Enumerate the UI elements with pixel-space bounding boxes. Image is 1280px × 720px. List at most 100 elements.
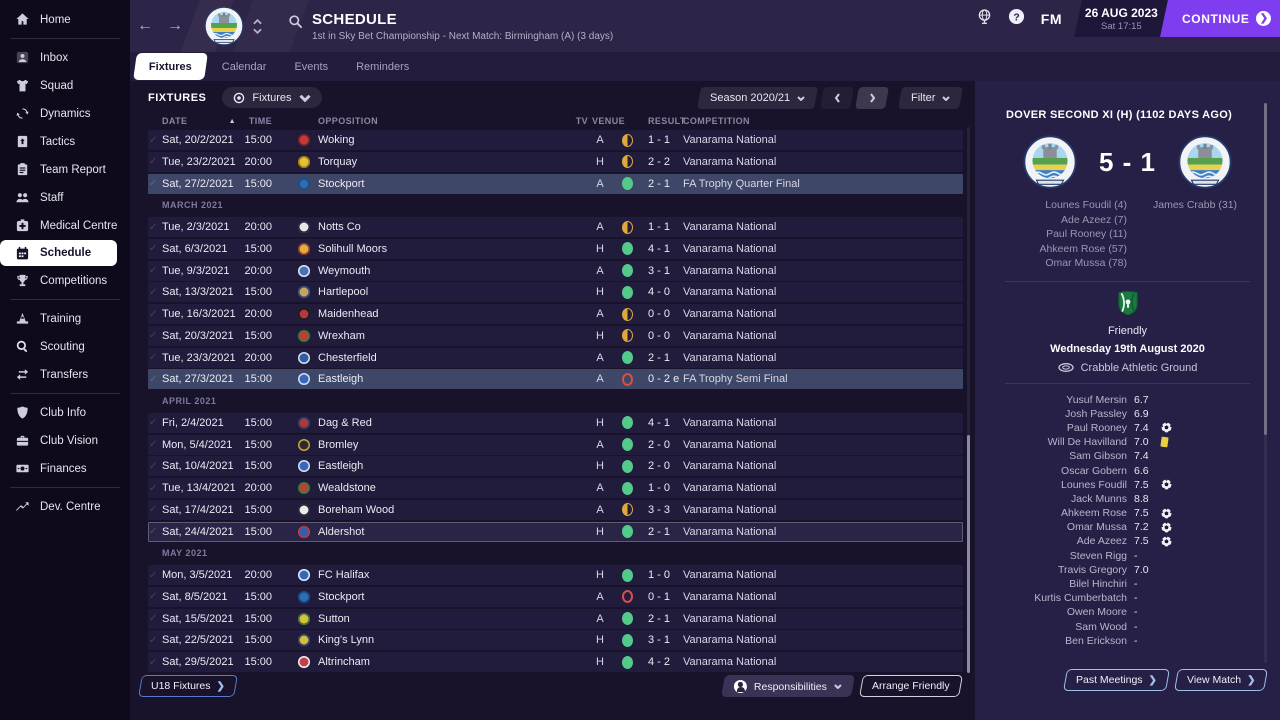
player-rating-row[interactable]: Will De Havilland 7.0 — [975, 435, 1280, 449]
view-dropdown[interactable]: Fixtures — [222, 87, 322, 108]
fixture-row[interactable]: ✓ Tue, 13/4/2021 20:00 Wealdstone A 1 - 0 Vana… — [148, 478, 963, 498]
tab-fixtures[interactable]: Fixtures — [133, 53, 208, 80]
column-header-time[interactable]: TIME — [248, 116, 272, 126]
player-rating-row[interactable]: Bilel Hinchiri - — [975, 577, 1280, 591]
column-header-result[interactable]: RESULT — [648, 116, 686, 126]
season-dropdown[interactable]: Season 2020/21 — [697, 86, 819, 109]
scrollbar-thumb[interactable] — [967, 435, 970, 673]
player-rating-row[interactable]: Ade Azeez 7.5 — [975, 534, 1280, 548]
fixture-row[interactable]: ✓ Sat, 27/3/2021 15:00 Eastleigh A 0 - 2 e FA … — [148, 369, 963, 390]
player-rating-row[interactable]: Lounes Foudil 7.5 — [975, 478, 1280, 492]
player-rating-row[interactable]: Sam Wood - — [975, 620, 1280, 634]
fixture-row[interactable]: ✓ Mon, 3/5/2021 20:00 FC Halifax H 1 - 0 Vanar… — [148, 565, 963, 585]
sidebar-item-squad[interactable]: Squad — [0, 72, 130, 99]
player-rating-row[interactable]: Kurtis Cumberbatch - — [975, 591, 1280, 605]
fixture-row[interactable]: ✓ Sat, 20/3/2021 15:00 Wrexham H 0 - 0 Vanaram… — [148, 325, 963, 346]
sidebar-item-training[interactable]: Training — [0, 305, 130, 332]
sidebar-item-team-report[interactable]: Team Report — [0, 156, 130, 183]
sidebar-item-tactics[interactable]: Tactics — [0, 128, 130, 155]
sidebar-divider — [10, 487, 120, 488]
fixture-row[interactable]: ✓ Fri, 2/4/2021 15:00 Dag & Red H 4 - 1 Vanara… — [148, 412, 963, 433]
club-crest-dover[interactable] — [204, 6, 244, 46]
sidebar-item-medical-centre[interactable]: Medical Centre — [0, 212, 130, 239]
continue-label: CONTINUE — [1182, 11, 1250, 26]
home-team-crest[interactable] — [1023, 135, 1077, 189]
back-arrow-button[interactable]: ← — [137, 17, 153, 34]
sidebar-item-dev-centre[interactable]: Dev. Centre — [0, 493, 130, 520]
fixture-row[interactable]: ✓ Sat, 6/3/2021 15:00 Solihull Moors H 4 - 1 V… — [148, 238, 963, 259]
scrollbar-thumb[interactable] — [1264, 103, 1267, 435]
column-header-opposition[interactable]: OPPOSITION — [318, 116, 379, 126]
season-prev-button[interactable] — [819, 86, 854, 109]
search-icon[interactable] — [288, 14, 303, 29]
fixture-row[interactable]: ✓ Sat, 29/5/2021 15:00 Altrincham H 4 - 2 Vana… — [148, 652, 963, 672]
fixture-row[interactable]: ✓ Sat, 13/3/2021 15:00 Hartlepool H 4 - 0 Vana… — [148, 282, 963, 303]
player-rating-row[interactable]: Oscar Gobern 6.6 — [975, 463, 1280, 477]
sidebar-item-finances[interactable]: Finances — [0, 455, 130, 482]
fixture-row[interactable]: ✓ Mon, 5/4/2021 15:00 Bromley A 2 - 0 Vanarama… — [148, 434, 963, 455]
column-header-tv[interactable]: TV — [575, 116, 588, 126]
fixture-row[interactable]: ✓ Sat, 22/5/2021 15:00 King's Lynn H 3 - 1 Van… — [148, 630, 963, 651]
fixture-row[interactable]: ✓ Sat, 10/4/2021 15:00 Eastleigh H 2 - 0 Vanar… — [148, 456, 963, 477]
fixture-row[interactable]: ✓ Sat, 20/2/2021 15:00 Woking A 1 - 1 Vanarama… — [148, 130, 963, 150]
sidebar-item-scouting[interactable]: Scouting — [0, 333, 130, 360]
u18-fixtures-button[interactable]: U18 Fixtures ❯ — [138, 675, 238, 697]
filter-dropdown[interactable]: Filter — [897, 86, 963, 109]
continue-button[interactable]: CONTINUE ❯ — [1160, 0, 1280, 37]
responsibilities-dropdown[interactable]: Responsibilities — [721, 675, 856, 697]
player-rating-row[interactable]: Jack Munns 8.8 — [975, 492, 1280, 506]
player-rating-row[interactable]: Sam Gibson 7.4 — [975, 449, 1280, 463]
sidebar-item-transfers[interactable]: Transfers — [0, 361, 130, 388]
past-meetings-button[interactable]: Past Meetings ❯ — [1063, 669, 1170, 691]
fixture-row[interactable]: ✓ Sat, 8/5/2021 15:00 Stockport A 0 - 1 Vanara… — [148, 586, 963, 607]
column-header-venue[interactable]: VENUE — [592, 116, 626, 126]
away-team-crest[interactable] — [1178, 135, 1232, 189]
player-rating-row[interactable]: Omar Mussa 7.2 — [975, 520, 1280, 534]
column-header-competition[interactable]: COMPETITION — [683, 116, 750, 126]
sidebar-item-schedule[interactable]: Schedule — [0, 240, 117, 266]
fixture-row[interactable]: ✓ Tue, 23/3/2021 20:00 Chesterfield A 2 - 1 Va… — [148, 347, 963, 368]
tab-events[interactable]: Events — [280, 52, 342, 81]
help-icon[interactable]: ? — [1008, 8, 1025, 30]
panel-scrollbar[interactable] — [1264, 103, 1267, 663]
sidebar-item-competitions[interactable]: Competitions — [0, 267, 130, 294]
fixtures-scrollbar[interactable] — [967, 127, 970, 673]
player-rating-row[interactable]: Ahkeem Rose 7.5 — [975, 506, 1280, 520]
venue-flag: A — [596, 438, 604, 451]
fixture-row[interactable]: ✓ Tue, 16/3/2021 20:00 Maidenhead A 0 - 0 Vana… — [148, 304, 963, 324]
played-check-icon: ✓ — [149, 569, 158, 581]
player-rating-row[interactable]: Josh Passley 6.9 — [975, 407, 1280, 421]
player-rating-row[interactable]: Paul Rooney 7.4 — [975, 421, 1280, 435]
season-next-button[interactable] — [854, 86, 889, 109]
sidebar-item-club-vision[interactable]: Club Vision — [0, 427, 130, 454]
sidebar-item-inbox[interactable]: Inbox — [0, 44, 130, 71]
fixture-row[interactable]: ✓ Sat, 17/4/2021 15:00 Boreham Wood A 3 - 3 Va… — [148, 499, 963, 520]
player-rating-row[interactable]: Ben Erickson - — [975, 634, 1280, 648]
club-selector-chevrons[interactable] — [253, 18, 262, 34]
tab-calendar[interactable]: Calendar — [208, 52, 281, 81]
sidebar-item-staff[interactable]: Staff — [0, 184, 130, 211]
fixture-row[interactable]: ✓ Tue, 9/3/2021 20:00 Weymouth A 3 - 1 Vanaram… — [148, 260, 963, 281]
sidebar-item-home[interactable]: Home — [0, 6, 130, 33]
arrange-friendly-button[interactable]: Arrange Friendly — [859, 675, 963, 697]
tab-reminders[interactable]: Reminders — [342, 52, 423, 81]
fixture-row[interactable]: ✓ Sat, 15/5/2021 15:00 Sutton A 2 - 1 Vanarama… — [148, 608, 963, 629]
player-rating-row[interactable]: Travis Gregory 7.0 — [975, 563, 1280, 577]
player-rating-row[interactable]: Owen Moore - — [975, 605, 1280, 619]
column-header-date[interactable]: DATE ▲ — [162, 116, 236, 126]
player-rating-row[interactable]: Steven Rigg - — [975, 549, 1280, 563]
sidebar-item-dynamics[interactable]: Dynamics — [0, 100, 130, 127]
fixture-row[interactable]: ✓ Sat, 27/2/2021 15:00 Stockport A 2 - 1 FA Tr… — [148, 173, 963, 194]
fixture-row[interactable]: ✓ Tue, 2/3/2021 20:00 Notts Co A 1 - 1 Vanaram… — [148, 217, 963, 237]
world-icon[interactable] — [976, 8, 993, 30]
player-rating-row[interactable]: Yusuf Mersin 6.7 — [975, 393, 1280, 407]
fixture-row[interactable]: ✓ Sat, 24/4/2021 15:00 Aldershot H 2 - 1 Vanar… — [148, 521, 963, 542]
sidebar-item-club-info[interactable]: Club Info — [0, 399, 130, 426]
fixture-row[interactable]: ✓ Tue, 23/2/2021 20:00 Torquay H 2 - 2 Vanaram… — [148, 151, 963, 172]
view-match-button[interactable]: View Match ❯ — [1173, 669, 1269, 691]
sidebar-item-label: Transfers — [40, 368, 89, 381]
forward-arrow-button[interactable]: → — [167, 17, 183, 34]
fixture-time: 15:00 — [244, 460, 272, 473]
fixture-date: Sat, 17/4/2021 — [162, 503, 234, 516]
tab-bar: Fixtures Calendar Events Reminders — [130, 52, 1280, 81]
